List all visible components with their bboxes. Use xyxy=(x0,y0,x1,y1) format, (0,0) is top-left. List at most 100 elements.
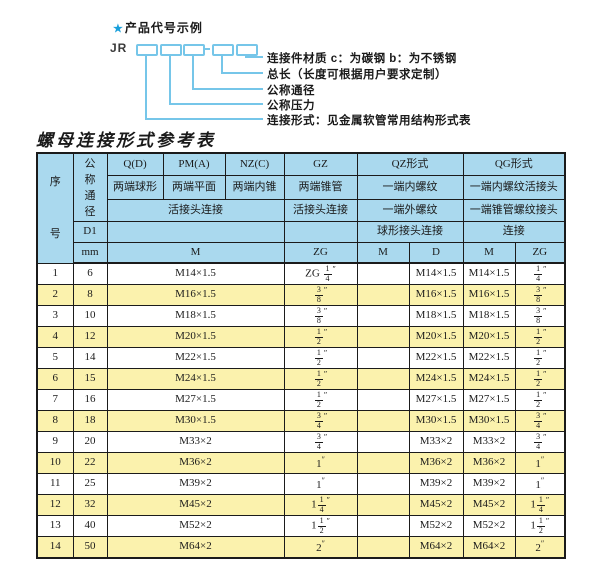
cell-no: 6 xyxy=(36,368,74,390)
header-style-qd: 两端球形 xyxy=(106,175,164,200)
cell-qg_zg: 1 1 4 ″ xyxy=(514,494,566,516)
leader-line xyxy=(221,54,223,73)
cell-qz_d: M24×1.5 xyxy=(408,368,464,390)
cell-no: 2 xyxy=(36,284,74,306)
cell-qg_zg: 3 8 ″ xyxy=(514,284,566,306)
cell-m: M22×1.5 xyxy=(106,347,285,369)
cell-zg: 1 2 ″ xyxy=(283,368,358,390)
cell-qg_m: M33×2 xyxy=(462,431,516,453)
label-material: 连接件材质 c：为碳钢 b：为不锈钢 xyxy=(267,53,457,65)
cell-qz_m xyxy=(356,410,410,432)
header-unit-qg-m: M xyxy=(462,242,516,264)
cell-no: 5 xyxy=(36,347,74,369)
nut-connection-table: 序号 公称通径 Q(D) PM(A) NZ(C) GZ QZ形式 QG形式 两端… xyxy=(36,152,567,559)
table-row: 9 20 M33×2 3 4 ″ M33×2 M33×2 3 4 ″ xyxy=(36,431,566,453)
leader-line xyxy=(245,56,263,58)
header-group-gz: GZ xyxy=(283,152,358,176)
header-conn-qg: 一端锥管螺纹接头 xyxy=(462,199,566,222)
cell-no: 11 xyxy=(36,473,74,495)
table-header: 序号 公称通径 Q(D) PM(A) NZ(C) GZ QZ形式 QG形式 两端… xyxy=(36,152,566,264)
label-conn-style: 连接形式：见金属软管常用结构形式表 xyxy=(267,115,471,127)
table-body: 1 6 M14×1.5 ZG 1 4 ″ M14×1.5 M14×1.5 1 4 ″ 2 8 M16×1.… xyxy=(36,262,566,559)
cell-no: 8 xyxy=(36,410,74,432)
cell-qg_m: M52×2 xyxy=(462,515,516,537)
cell-qg_m: M27×1.5 xyxy=(462,389,516,411)
cell-zg: 1 2 ″ xyxy=(283,389,358,411)
cell-qg_zg: 1 1 2 ″ xyxy=(514,515,566,537)
header-group-qz: QZ形式 xyxy=(356,152,464,176)
table-row: 13 40 M52×2 1 1 2 ″ M52×2 M52×2 1 1 2 ″ xyxy=(36,515,566,537)
cell-qz_d: M36×2 xyxy=(408,452,464,474)
leader-line xyxy=(192,54,194,89)
cell-qz_m xyxy=(356,389,410,411)
cell-dn: 40 xyxy=(72,515,108,537)
table-row: 11 25 M39×2 1″ M39×2 M39×2 1″ xyxy=(36,473,566,495)
cell-no: 1 xyxy=(36,262,74,285)
header-conn-left: 活接头连接 xyxy=(106,199,285,222)
header-group-nzc: NZ(C) xyxy=(224,152,285,176)
table-row: 7 16 M27×1.5 1 2 ″ M27×1.5 M27×1.5 1 2 ″ xyxy=(36,389,566,411)
cell-qz_m xyxy=(356,473,410,495)
header-style-nzc: 两端内锥 xyxy=(224,175,285,200)
label-dn: 公称通径 xyxy=(267,85,315,97)
cell-qg_zg: 1 2 ″ xyxy=(514,389,566,411)
cell-qz_d: M16×1.5 xyxy=(408,284,464,306)
leader-line xyxy=(145,54,147,119)
cell-m: M39×2 xyxy=(106,473,285,495)
cell-dn: 20 xyxy=(72,431,108,453)
cell-qg_m: M30×1.5 xyxy=(462,410,516,432)
cell-no: 13 xyxy=(36,515,74,537)
header-group-qd: Q(D) xyxy=(106,152,164,176)
cell-zg: 3 4 ″ xyxy=(283,431,358,453)
cell-dn: 10 xyxy=(72,305,108,327)
table-title: 螺母连接形式参考表 xyxy=(36,131,216,151)
table-row: 8 18 M30×1.5 3 4 ″ M30×1.5 M30×1.5 3 4 ″ xyxy=(36,410,566,432)
cell-qz_m xyxy=(356,536,410,559)
table-row: 12 32 M45×2 1 1 4 ″ M45×2 M45×2 1 1 4 ″ xyxy=(36,494,566,516)
header-group-pma: PM(A) xyxy=(162,152,226,176)
cell-dn: 6 xyxy=(72,262,108,285)
header-seq: 序号 xyxy=(36,152,74,264)
header-unit-m: M xyxy=(106,242,285,264)
header-conn2-qz: 球形接头连接 xyxy=(356,221,464,243)
cell-dn: 18 xyxy=(72,410,108,432)
cell-qz_d: M20×1.5 xyxy=(408,326,464,348)
leader-line xyxy=(192,88,263,90)
cell-no: 9 xyxy=(36,431,74,453)
cell-m: M64×2 xyxy=(106,536,285,559)
cell-qz_m xyxy=(356,284,410,306)
cell-qg_m: M64×2 xyxy=(462,536,516,559)
cell-m: M52×2 xyxy=(106,515,285,537)
cell-zg: 3 8 ″ xyxy=(283,305,358,327)
cell-no: 10 xyxy=(36,452,74,474)
code-prefix: JR xyxy=(110,41,128,55)
cell-m: M36×2 xyxy=(106,452,285,474)
cell-qg_zg: 3 8 ″ xyxy=(514,305,566,327)
cell-dn: 15 xyxy=(72,368,108,390)
cell-qz_m xyxy=(356,305,410,327)
cell-zg: 1 2 ″ xyxy=(283,347,358,369)
diagram-title-text: 产品代号示例 xyxy=(124,21,203,35)
cell-m: M16×1.5 xyxy=(106,284,285,306)
table-row: 10 22 M36×2 1″ M36×2 M36×2 1″ xyxy=(36,452,566,474)
diagram-title: ★产品代号示例 xyxy=(113,19,203,36)
cell-dn: 8 xyxy=(72,284,108,306)
header-conn-qz: 一端外螺纹 xyxy=(356,199,464,222)
cell-dn: 12 xyxy=(72,326,108,348)
cell-qg_m: M39×2 xyxy=(462,473,516,495)
cell-qz_m xyxy=(356,431,410,453)
cell-qz_d: M30×1.5 xyxy=(408,410,464,432)
table-row: 6 15 M24×1.5 1 2 ″ M24×1.5 M24×1.5 1 2 ″ xyxy=(36,368,566,390)
leader-line xyxy=(145,118,263,120)
